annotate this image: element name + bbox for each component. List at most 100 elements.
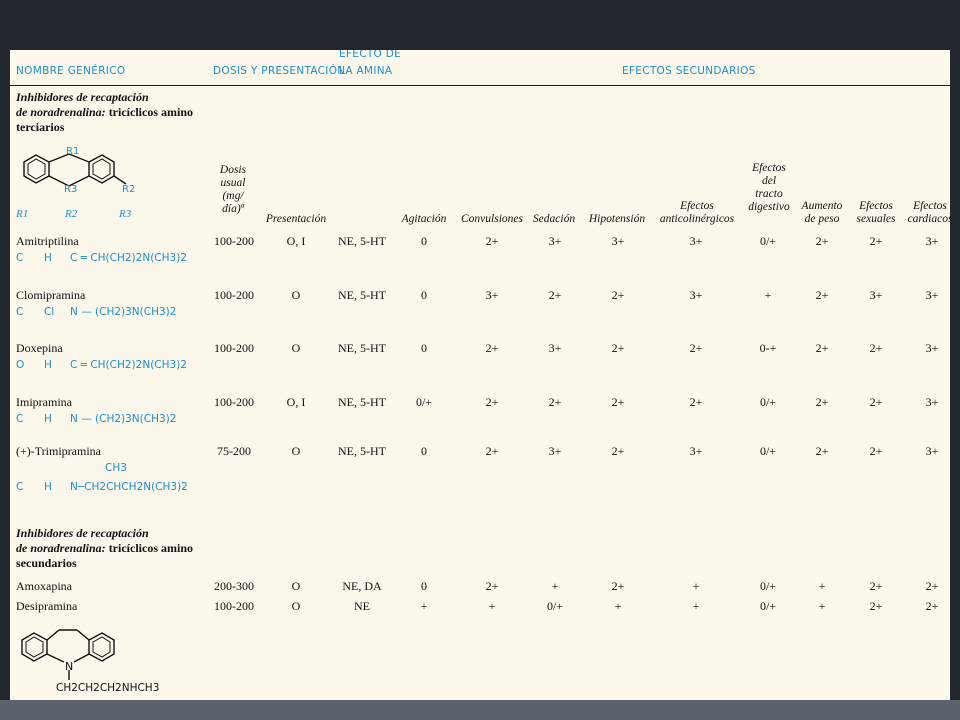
cell-dig: 0/+	[759, 579, 777, 593]
cell-sex: 2+	[869, 234, 883, 248]
cell-card: 2+	[925, 579, 939, 593]
top-bar	[0, 0, 960, 50]
cell-agit: 0	[421, 444, 427, 458]
row-name: Clomipramina	[16, 288, 86, 302]
cell-peso: +	[818, 579, 826, 593]
struct-n-label: N	[65, 660, 74, 673]
struct-chain-label: CH2CH2CH2NHCH3	[56, 682, 160, 694]
cell-dig: 0/+	[759, 599, 777, 613]
header-dose: DOSIS Y PRESENTACIÓN	[213, 65, 346, 77]
struct-r1-label: R1	[66, 146, 80, 157]
document-page: NOMBRE GENÉRICO DOSIS Y PRESENTACIÓN EFE…	[10, 50, 950, 700]
cell-amine: NE	[354, 599, 370, 613]
struct-r2-label: R2	[122, 184, 136, 195]
cell-conv: 2+	[485, 444, 499, 458]
cell-peso: 2+	[815, 288, 829, 302]
cell-conv: 2+	[485, 341, 499, 355]
cell-antic: 3+	[689, 444, 703, 458]
row-name: Amitriptilina	[16, 234, 79, 248]
col-cardiac: Efectos cardiacos	[907, 200, 950, 225]
substituent-r2: H	[44, 413, 52, 425]
cell-amine: NE, 5-HT	[338, 234, 386, 248]
cell-dose: 100-200	[214, 288, 254, 302]
cell-sed: 3+	[548, 444, 562, 458]
cell-conv: +	[488, 599, 496, 613]
cell-amine: NE, 5-HT	[338, 341, 386, 355]
cell-antic: 2+	[689, 341, 703, 355]
header-side-effects: EFECTOS SECUNDARIOS	[622, 65, 756, 77]
cell-card: 2+	[925, 599, 939, 613]
cell-conv: 2+	[485, 234, 499, 248]
cell-sex: 2+	[869, 579, 883, 593]
substituent-r3: C ═ CH(CH2)2N(CH3)2	[70, 359, 187, 371]
col-r1-label: R1	[16, 208, 29, 220]
col-agitation: Agitación	[401, 213, 447, 225]
cell-hipo: 2+	[611, 395, 625, 409]
cell-sex: 2+	[869, 341, 883, 355]
cell-dig: 0-+	[759, 341, 777, 355]
substituent-r2: H	[44, 481, 52, 493]
cell-sed: 2+	[548, 288, 562, 302]
cell-dig: +	[764, 288, 772, 302]
cell-antic: 3+	[689, 288, 703, 302]
section-secondary-title: Inhibidores de recaptación de noradrenal…	[16, 526, 193, 570]
row-name: Doxepina	[16, 341, 63, 355]
cell-pres: O	[291, 599, 301, 613]
bottom-bar	[0, 700, 960, 720]
struct-r3-label: R3	[64, 184, 78, 195]
cell-antic: 2+	[689, 395, 703, 409]
substituent-r2: Cl	[44, 306, 55, 318]
cell-hipo: +	[614, 599, 622, 613]
cell-conv: 3+	[485, 288, 499, 302]
cell-agit: 0	[421, 341, 427, 355]
cell-hipo: 2+	[611, 444, 625, 458]
cell-sed: 3+	[548, 234, 562, 248]
col-anticholinergic: Efectos anticolinérgicos	[659, 200, 735, 225]
cell-dose: 100-200	[214, 395, 254, 409]
cell-dose: 200-300	[214, 579, 254, 593]
header-amine-1: EFECTO DE	[339, 50, 402, 60]
cell-conv: 2+	[485, 395, 499, 409]
substituent-r3-branch: CH3	[105, 462, 127, 474]
cell-hipo: 2+	[611, 579, 625, 593]
substituent-r3: N — (CH2)3N(CH3)2	[70, 306, 177, 318]
substituent-r3: C ═ CH(CH2)2N(CH3)2	[70, 252, 187, 264]
cell-sed: 2+	[548, 395, 562, 409]
cell-dose: 100-200	[214, 599, 254, 613]
row-name: Desipramina	[16, 599, 78, 613]
col-r3-label: R3	[119, 208, 132, 220]
substituent-r3: N — (CH2)3N(CH3)2	[70, 413, 177, 425]
cell-card: 3+	[925, 288, 939, 302]
cell-sex: 2+	[869, 444, 883, 458]
cell-card: 3+	[925, 234, 939, 248]
cell-hipo: 2+	[611, 341, 625, 355]
cell-antic: +	[692, 579, 700, 593]
cell-peso: +	[818, 599, 826, 613]
substituent-r1: C	[16, 306, 24, 318]
cell-dig: 0/+	[759, 444, 777, 458]
row-name: (+)-Trimipramina	[16, 444, 101, 458]
substituent-r2: H	[44, 359, 52, 371]
desipramine-structure-icon	[21, 629, 115, 680]
cell-dose: 100-200	[214, 234, 254, 248]
header-rule	[10, 85, 950, 86]
substituent-r1: C	[16, 252, 24, 264]
cell-pres: O	[291, 288, 301, 302]
substituent-r1: O	[16, 359, 25, 371]
col-presentation: Presentación	[265, 213, 327, 225]
cell-dig: 0/+	[759, 395, 777, 409]
cell-amine: NE, 5-HT	[338, 288, 386, 302]
cell-pres: O	[291, 341, 301, 355]
cell-dose: 100-200	[214, 341, 254, 355]
substituent-r1: C	[16, 481, 24, 493]
cell-conv: 2+	[485, 579, 499, 593]
cell-antic: +	[692, 599, 700, 613]
cell-pres: O, I	[286, 395, 306, 409]
header-generic-name: NOMBRE GENÉRICO	[16, 65, 126, 77]
cell-sex: 2+	[869, 599, 883, 613]
cell-amine: NE, 5-HT	[338, 444, 386, 458]
col-sexual: Efectos sexuales	[856, 200, 896, 225]
substituent-r1: C	[16, 413, 24, 425]
substituent-r2: H	[44, 252, 52, 264]
col-r2-label: R2	[65, 208, 78, 220]
